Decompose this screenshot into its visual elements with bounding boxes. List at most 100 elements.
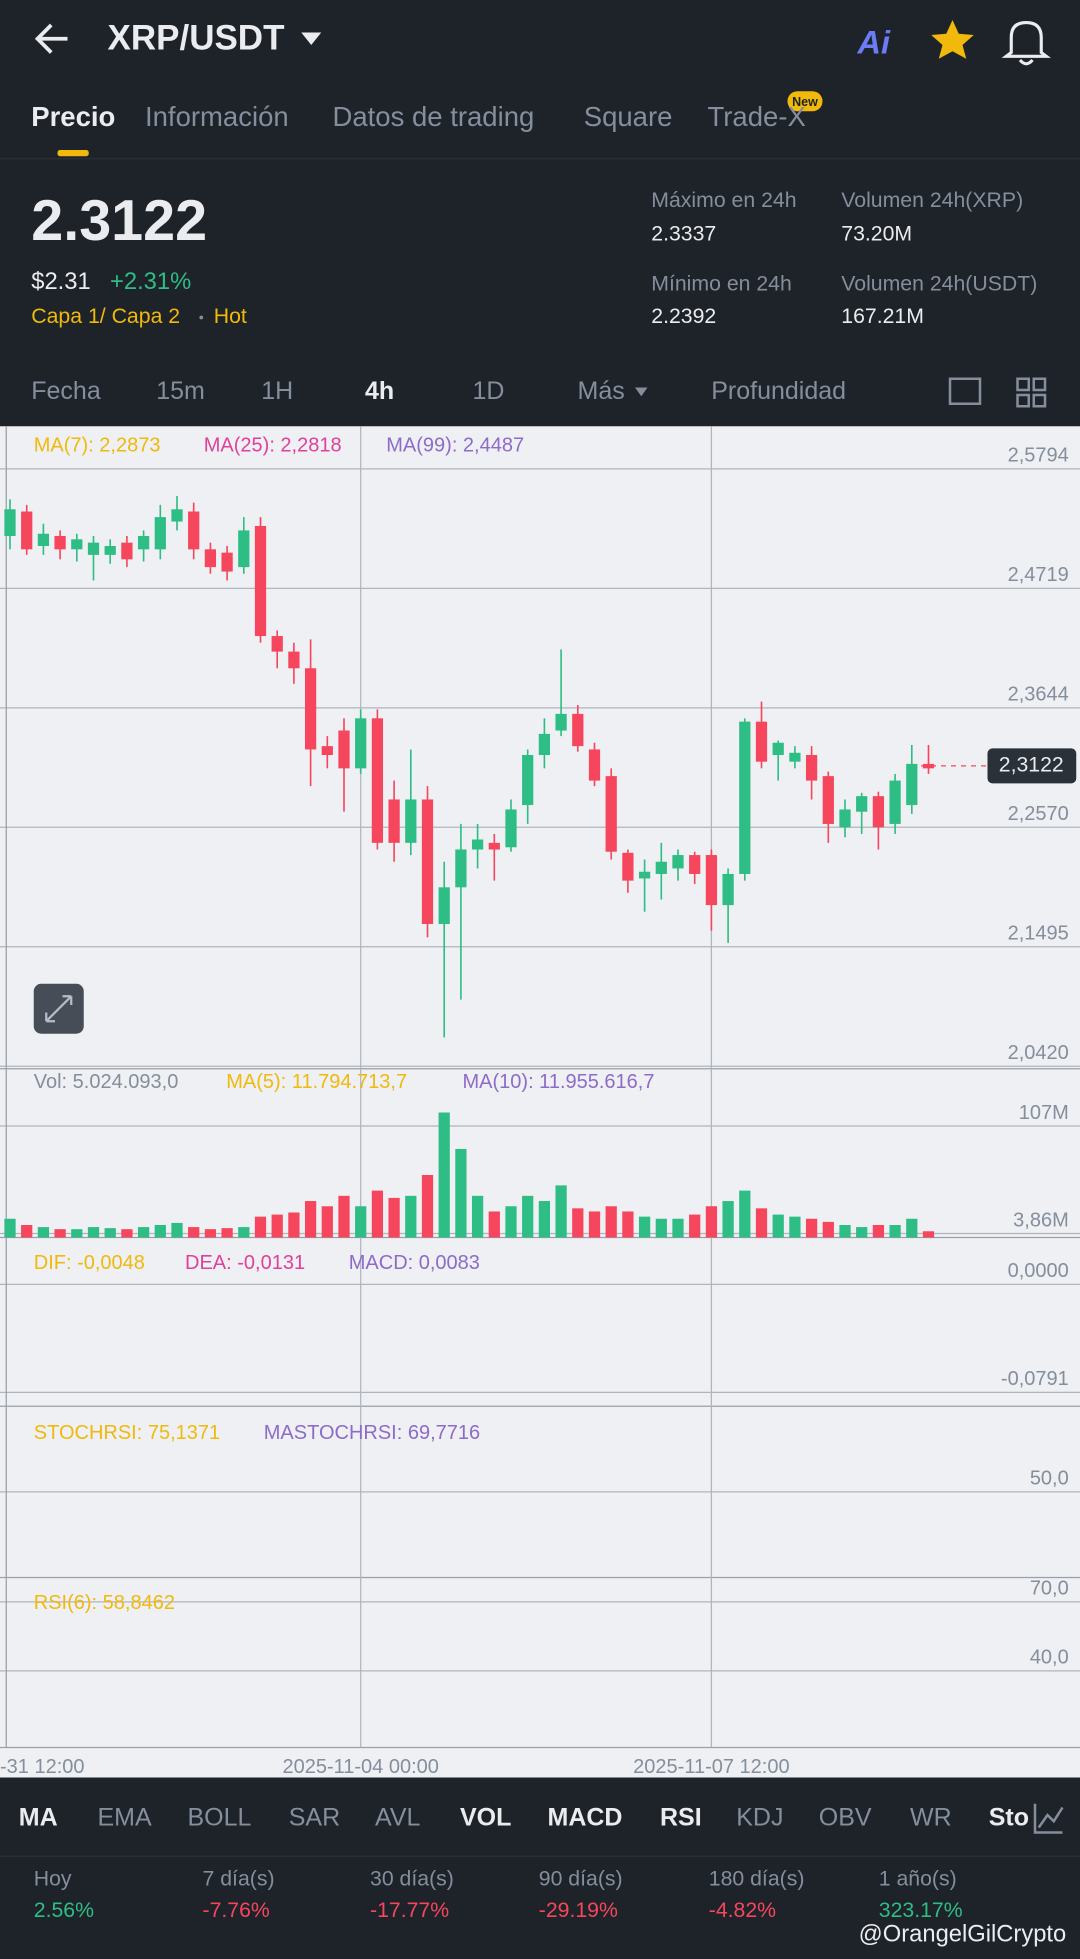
indicator-tab[interactable]: WR [910, 1803, 952, 1831]
volume-bar [171, 1222, 183, 1238]
candle-body [739, 721, 751, 874]
chart-tool-icon[interactable] [1033, 1803, 1064, 1834]
volume-bar [405, 1195, 417, 1238]
volume-bar [304, 1201, 317, 1238]
candle-body [54, 535, 66, 550]
indicator-tab[interactable]: EMA [98, 1803, 153, 1831]
y-tick-label: 2,1495 [1008, 923, 1069, 945]
tab[interactable]: Datos de trading [333, 101, 535, 132]
volume-bar [21, 1225, 33, 1238]
volume-bar [872, 1225, 885, 1238]
legend-entry: DIF: -0,0048 [34, 1252, 145, 1274]
indicator-tab[interactable]: KDJ [736, 1803, 783, 1831]
tab[interactable]: Información [145, 101, 289, 132]
indicator-tab[interactable]: MACD [548, 1803, 623, 1831]
header-bg [0, 0, 1080, 427]
interval[interactable]: 1H [261, 377, 293, 405]
candle-body [355, 718, 367, 769]
legend-entry: Vol: 5.024.093,0 [34, 1071, 179, 1093]
candle-body [538, 733, 551, 756]
x-tick-label: -31 12:00 [0, 1756, 85, 1778]
volume-bar [572, 1208, 584, 1238]
interval[interactable]: Profundidad [711, 377, 846, 405]
candle-body [488, 842, 500, 850]
interval[interactable]: Más [578, 377, 625, 405]
volume-bar [889, 1225, 901, 1238]
legend-entry: MA(25): 2,2818 [204, 435, 342, 457]
last-price-box [987, 748, 1077, 784]
interval[interactable]: 4h [365, 377, 394, 405]
x-tick-label: 2025-11-07 12:00 [633, 1756, 789, 1778]
volume-bar [555, 1185, 567, 1238]
new-badge-text: New [792, 95, 818, 109]
volume-bar [188, 1227, 200, 1238]
volume-bar [839, 1225, 851, 1238]
candle-body [689, 855, 701, 874]
period-label: Hoy [34, 1867, 72, 1891]
volume-bar [638, 1216, 651, 1238]
volume-bar [288, 1212, 300, 1238]
tag[interactable]: Hot [214, 304, 247, 328]
candle-body [288, 651, 300, 669]
bell-icon[interactable] [1001, 20, 1051, 66]
volume-bar [471, 1195, 484, 1238]
indicator-tab[interactable]: RSI [660, 1803, 702, 1831]
volume-bar [204, 1229, 217, 1238]
candle-body [622, 852, 634, 881]
indicator-tab[interactable]: SAR [289, 1803, 340, 1831]
pair-title[interactable]: XRP/USDT [108, 18, 285, 57]
indicator-tab[interactable]: BOLL [188, 1803, 252, 1831]
candle-body [21, 511, 33, 550]
candle-body [321, 746, 333, 756]
indicator-tab[interactable]: VOL [460, 1803, 511, 1831]
indicator-tab[interactable]: OBV [819, 1803, 872, 1831]
volume-bar [121, 1229, 133, 1238]
volume-bar [137, 1227, 150, 1238]
legend-entry: MA(5): 11.794.713,7 [226, 1071, 407, 1093]
stat-value: 2.3337 [651, 222, 716, 246]
candle-body [522, 755, 534, 806]
candle-body [221, 552, 233, 572]
last-price: 2.3122 [31, 189, 207, 253]
interval[interactable]: Fecha [31, 377, 101, 405]
tab[interactable]: Square [584, 101, 673, 132]
usd-price: $2.31 [31, 268, 90, 295]
interval[interactable]: 15m [156, 377, 205, 405]
interval[interactable]: 1D [473, 377, 505, 405]
period-change: -7.76% [203, 1898, 270, 1922]
period-change: 2.56% [34, 1898, 94, 1922]
y-tick-label: 2,5794 [1008, 445, 1069, 467]
candle-body [137, 535, 150, 550]
tab[interactable]: Trade-X [708, 101, 806, 132]
indicator-tab[interactable]: Sto [989, 1803, 1029, 1831]
settings-icon[interactable] [948, 377, 982, 406]
legend-entry: STOCHRSI: 75,1371 [34, 1422, 220, 1444]
y-tick-label: 2,2570 [1008, 803, 1069, 825]
period-change: 323.17% [879, 1898, 963, 1922]
period-label: 90 día(s) [539, 1867, 623, 1891]
candle-body [655, 861, 667, 874]
tab[interactable]: Precio [31, 101, 115, 132]
volume-bar [488, 1211, 500, 1238]
indicator-tab[interactable]: AVL [375, 1803, 420, 1831]
volume-bar [772, 1214, 784, 1238]
volume-bar [54, 1229, 66, 1238]
candle-body [839, 809, 851, 828]
tab-underline [57, 150, 89, 157]
tag[interactable]: Capa 1/ Capa 2 [31, 304, 180, 328]
volume-bar [104, 1228, 116, 1238]
volume-bar [71, 1229, 83, 1238]
candle-body [204, 549, 217, 568]
y-tick-label: 40,0 [1030, 1647, 1069, 1669]
layout-icon[interactable] [1016, 377, 1047, 408]
y-tick-label: 2,3644 [1008, 684, 1069, 706]
candle-body [71, 539, 83, 550]
ai-icon[interactable]: Ai [857, 25, 891, 61]
pair-dropdown[interactable] [301, 32, 322, 46]
volume-bar [438, 1112, 450, 1238]
legend-entry: MA(7): 2,2873 [34, 435, 161, 457]
indicator-tab[interactable]: MA [19, 1803, 58, 1831]
favorite-star[interactable] [931, 20, 974, 59]
back-button[interactable] [34, 23, 68, 54]
